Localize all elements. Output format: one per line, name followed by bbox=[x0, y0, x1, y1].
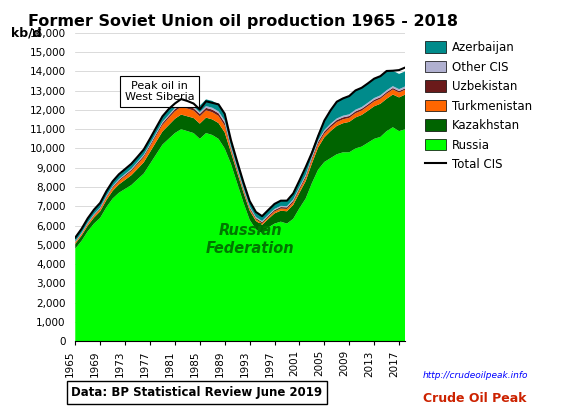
Text: Russian
Federation: Russian Federation bbox=[206, 223, 295, 256]
Text: kb/d: kb/d bbox=[11, 26, 41, 39]
Legend: Azerbaijan, Other CIS, Uzbekistan, Turkmenistan, Kazakhstan, Russia, Total CIS: Azerbaijan, Other CIS, Uzbekistan, Turkm… bbox=[423, 39, 535, 173]
Text: Former Soviet Union oil production 1965 - 2018: Former Soviet Union oil production 1965 … bbox=[28, 14, 458, 29]
Text: http://crudeoilpeak.info: http://crudeoilpeak.info bbox=[423, 371, 528, 380]
Text: Crude Oil Peak: Crude Oil Peak bbox=[423, 392, 526, 405]
Text: Data: BP Statistical Review June 2019: Data: BP Statistical Review June 2019 bbox=[71, 386, 323, 399]
Text: Peak oil in
West Siberia: Peak oil in West Siberia bbox=[124, 81, 194, 102]
